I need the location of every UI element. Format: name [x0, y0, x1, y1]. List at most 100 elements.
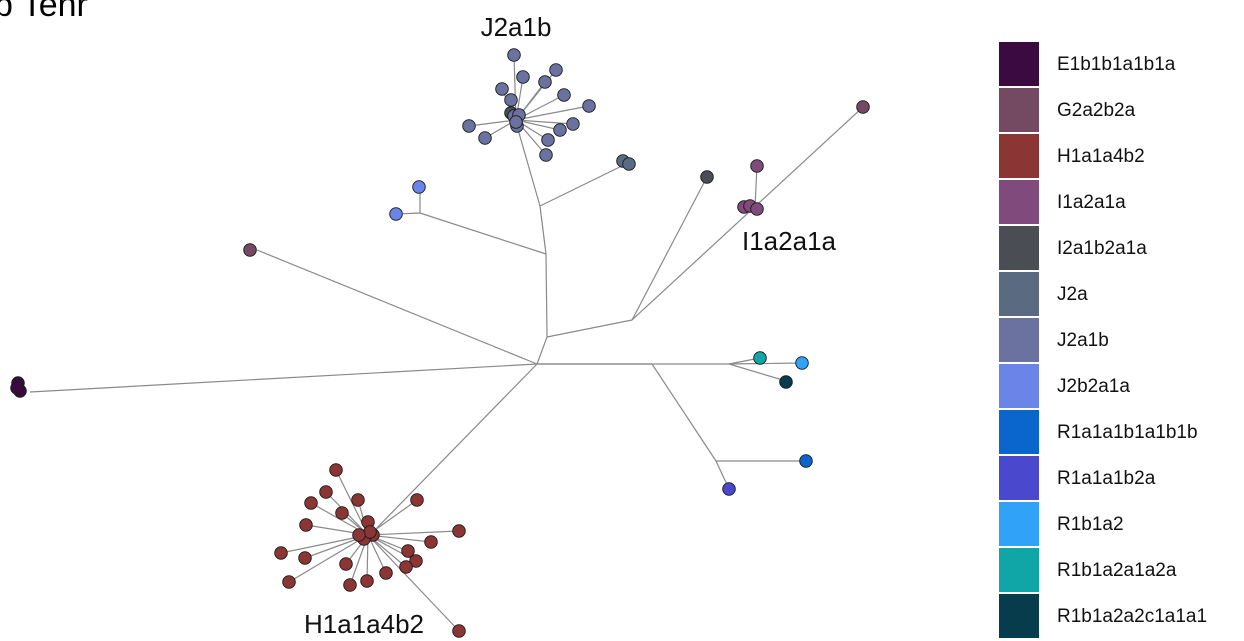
sample-node	[335, 506, 349, 520]
sample-node	[274, 546, 288, 560]
sample-node	[304, 496, 318, 510]
sample-node	[557, 88, 571, 102]
legend-swatch	[999, 318, 1039, 362]
haplogroup-network-tree: J2a1b I1a2a1a H1a1a4b2	[10, 12, 870, 639]
tree-edge	[468, 119, 517, 127]
sample-node	[389, 207, 403, 221]
legend-item: J2a1b	[999, 318, 1239, 364]
tree-edges	[29, 54, 864, 632]
sample-node	[410, 493, 424, 507]
tree-edge	[29, 363, 538, 393]
tree-edge	[728, 363, 787, 382]
tree-edge	[546, 319, 633, 338]
sample-node	[622, 157, 636, 171]
sample-node	[495, 82, 509, 96]
legend-item: I2a1b2a1a	[999, 226, 1239, 272]
tree-edge	[728, 362, 803, 365]
legend-swatch	[999, 410, 1039, 454]
sample-node	[452, 524, 466, 538]
legend-label: J2b2a1a	[1057, 376, 1130, 397]
tree-edge	[539, 205, 547, 255]
tree-edge	[288, 534, 369, 583]
legend-swatch	[999, 272, 1039, 316]
tree-edge	[651, 363, 717, 462]
tree-edge	[754, 165, 758, 208]
tree-edge	[631, 106, 864, 321]
legend-swatch	[999, 548, 1039, 592]
legend-item: R1b1a2	[999, 502, 1239, 548]
sample-node	[516, 70, 530, 84]
legend-swatch	[999, 502, 1039, 546]
legend-item: I1a2a1a	[999, 180, 1239, 226]
legend-label: J2a1b	[1057, 330, 1109, 351]
sample-node	[504, 93, 518, 107]
tree-edge	[631, 176, 708, 321]
clade-label-h1a1a4b2: H1a1a4b2	[304, 609, 424, 639]
sample-node	[539, 148, 553, 162]
tree-edge	[515, 105, 590, 121]
sample-node	[750, 202, 764, 216]
sample-node	[343, 578, 357, 592]
tree-edge	[367, 530, 460, 536]
legend-label: R1a1a1b1a1b1b	[1057, 422, 1198, 443]
sample-node	[409, 554, 423, 568]
clade-label-j2a1b: J2a1b	[481, 12, 552, 42]
sample-node	[795, 356, 809, 370]
sample-node	[507, 48, 521, 62]
sample-node	[243, 243, 257, 257]
legend-item: R1a1a1b2a	[999, 456, 1239, 502]
sample-node	[452, 624, 466, 638]
tree-edge	[515, 119, 561, 131]
sample-node	[856, 100, 870, 114]
sample-node	[700, 170, 714, 184]
sample-node	[478, 131, 492, 145]
sample-node	[298, 551, 312, 565]
sample-node	[351, 493, 365, 507]
sample-node	[753, 351, 767, 365]
legend-item: E1b1b1a1b1a	[999, 42, 1239, 88]
tree-edge	[515, 119, 574, 125]
sample-node	[582, 99, 596, 113]
haplogroup-legend: E1b1b1a1b1a G2a2b2a H1a1a4b2 I1a2a1a I2a…	[999, 42, 1239, 640]
legend-swatch	[999, 88, 1039, 132]
sample-node	[282, 575, 296, 589]
sample-node	[399, 560, 413, 574]
legend-label: J2a	[1057, 284, 1088, 305]
legend-label: I1a2a1a	[1057, 192, 1126, 213]
sample-node	[424, 535, 438, 549]
legend-item: R1b1a2a1a2a	[999, 548, 1239, 594]
legend-label: E1b1b1a1b1a	[1057, 54, 1176, 75]
legend-swatch	[999, 134, 1039, 178]
sample-node	[566, 117, 580, 131]
legend-label: G2a2b2a	[1057, 100, 1136, 121]
legend-label: R1b1a2a1a2a	[1057, 560, 1177, 581]
legend-item: J2b2a1a	[999, 364, 1239, 410]
tree-edge	[539, 162, 629, 207]
panel-title: b Tehr	[0, 0, 88, 24]
legend-label: R1b1a2a2c1a1a1	[1057, 606, 1208, 627]
sample-node	[352, 528, 366, 542]
legend-label: R1b1a2	[1057, 514, 1124, 535]
tree-edge	[536, 336, 548, 365]
clade-label-i1a2a1a: I1a2a1a	[742, 226, 837, 256]
sample-node	[462, 119, 476, 133]
legend-swatch	[999, 594, 1039, 638]
legend-item: H1a1a4b2	[999, 134, 1239, 180]
sample-node	[329, 463, 343, 477]
tree-edge	[256, 249, 538, 365]
sample-node	[319, 485, 333, 499]
legend-item: R1b1a2a2c1a1a1	[999, 594, 1239, 640]
sample-node	[553, 123, 567, 137]
sample-node	[379, 566, 393, 580]
legend-swatch	[999, 42, 1039, 86]
sample-node	[360, 574, 374, 588]
legend-item: G2a2b2a	[999, 88, 1239, 134]
sample-node	[750, 159, 764, 173]
legend-swatch	[999, 226, 1039, 270]
sample-node	[299, 518, 313, 532]
sample-node	[549, 63, 563, 77]
legend-swatch	[999, 456, 1039, 500]
sample-node	[538, 75, 552, 89]
legend-label: R1a1a1b2a	[1057, 468, 1156, 489]
tree-nodes	[10, 48, 870, 638]
